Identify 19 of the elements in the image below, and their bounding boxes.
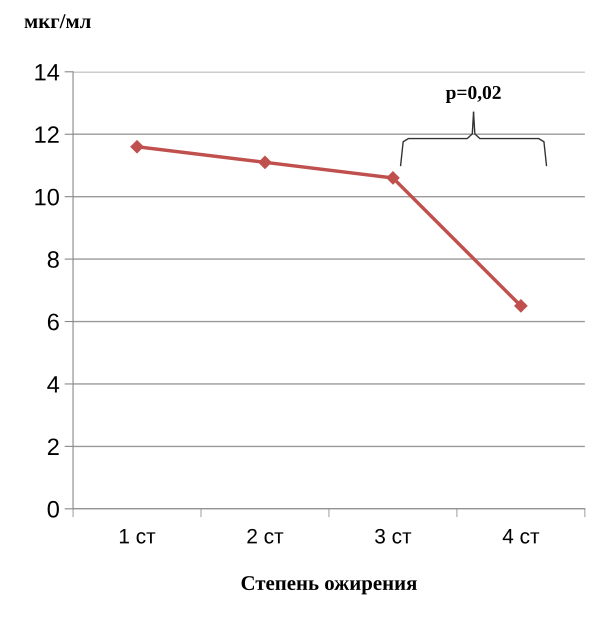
y-tick-label: 6 [48, 314, 59, 330]
point [258, 156, 272, 169]
x-tick-label: 1 ст [120, 529, 156, 544]
y-axis-title: мкг/мл [24, 14, 91, 28]
y-tick-label: 12 [35, 126, 59, 143]
x-tick-label: 4 ст [502, 529, 540, 544]
annotation: p=0,02 [446, 86, 501, 104]
y-tick-label: 0 [48, 500, 59, 518]
y-tick-label: 4 [47, 376, 60, 393]
point [514, 299, 528, 313]
x-tick-label: 2 ст [247, 528, 284, 544]
x-axis-title: Степень ожирения [242, 576, 417, 594]
y-tick-label: 10 [35, 188, 59, 206]
point [386, 171, 400, 185]
y-tick-label: 14 [35, 64, 60, 80]
point [130, 140, 144, 154]
x-tick-label: 3 ст [375, 528, 412, 544]
y-tick-label: 8 [48, 251, 59, 268]
y-tick-label: 2 [48, 438, 59, 455]
